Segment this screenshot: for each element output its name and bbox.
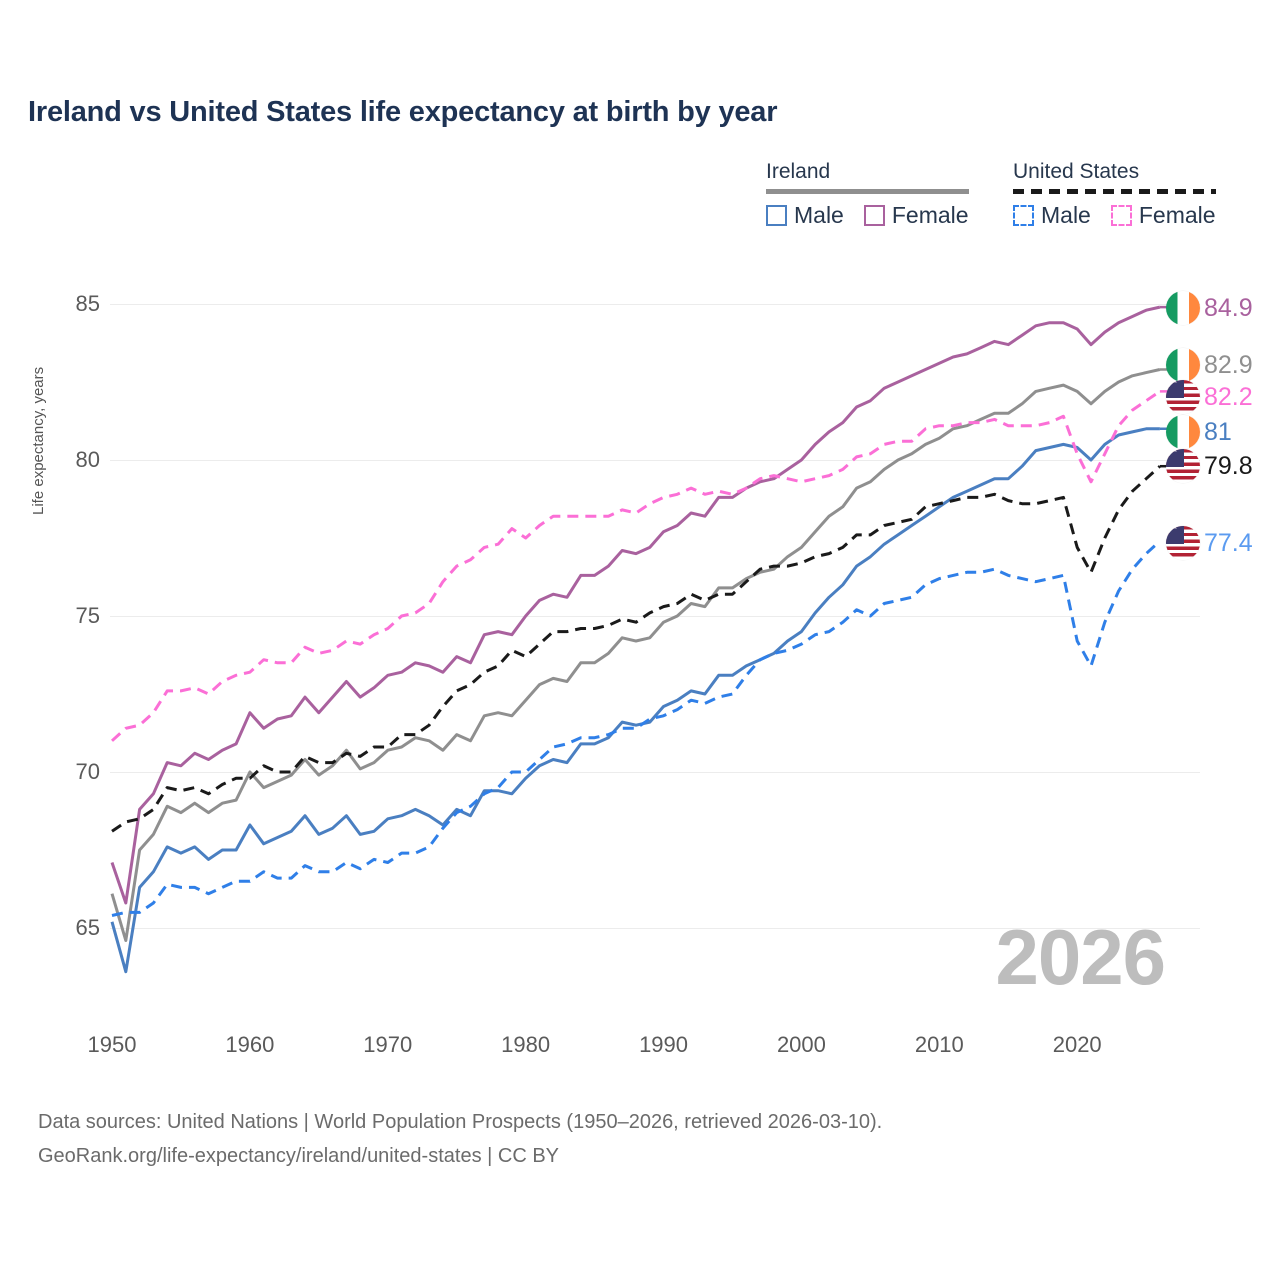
series-line-ireland-female — [110, 305, 1161, 905]
legend-item-label: Male — [1041, 202, 1091, 228]
series-line-ireland-both-overall- — [110, 368, 1161, 942]
legend-group-title: Ireland — [766, 160, 831, 183]
legend-item-united-states-male[interactable]: Male — [1013, 202, 1091, 229]
ireland-flag-icon — [1166, 415, 1200, 449]
y-axis-tick-label: 85 — [75, 291, 100, 316]
legend-group-title: United States — [1013, 160, 1140, 183]
legend-item-united-states-female[interactable]: Female — [1110, 202, 1216, 229]
series-end-value: 82.2 — [1204, 382, 1253, 411]
ireland-flag-icon — [1166, 348, 1200, 382]
chart-legend: Ireland Male Female United States Male — [760, 160, 1255, 240]
y-axis-tick-label: 75 — [75, 603, 100, 628]
united-states-flag-icon — [1166, 449, 1200, 483]
legend-item-ireland-male[interactable]: Male — [766, 202, 844, 229]
united-states-flag-icon — [1166, 526, 1200, 560]
series-end-label: 82.2 — [1166, 380, 1253, 414]
series-end-label: 82.9 — [1166, 348, 1253, 382]
series-line-united-states-male — [111, 539, 1161, 917]
x-axis-tick-label: 1950 — [87, 1032, 137, 1057]
x-axis-tick-label: 1970 — [363, 1032, 413, 1057]
series-end-label: 79.8 — [1166, 449, 1253, 483]
series-end-label: 77.4 — [1166, 526, 1253, 560]
series-end-value: 82.9 — [1204, 350, 1253, 379]
legend-item-label: Female — [891, 202, 969, 228]
legend-swatch-dashed-pink — [1110, 205, 1132, 226]
x-axis-tick-label: 2010 — [914, 1032, 964, 1057]
footer-line-1: Data sources: United Nations | World Pop… — [38, 1111, 883, 1133]
footer-credits: Data sources: United Nations | World Pop… — [38, 1105, 882, 1173]
series-line-united-states-both-overall- — [111, 465, 1161, 833]
series-line-ireland-male — [110, 427, 1160, 974]
x-axis-tick-label: 1990 — [639, 1032, 689, 1057]
series-end-value: 77.4 — [1204, 528, 1253, 557]
legend-swatch-dashed-blue — [1013, 205, 1034, 226]
ireland-flag-icon — [1166, 291, 1200, 325]
y-axis-label: Life expectancy, years — [30, 366, 47, 515]
y-axis-tick-label: 80 — [75, 447, 100, 472]
gridline — [110, 304, 1200, 305]
x-axis-tick-label: 2020 — [1052, 1032, 1102, 1057]
gridline — [110, 616, 1200, 617]
series-end-value: 84.9 — [1204, 293, 1253, 322]
series-end-label: 81 — [1166, 415, 1232, 449]
x-axis-tick-label: 1980 — [501, 1032, 551, 1057]
united-states-flag-icon — [1166, 380, 1200, 414]
y-axis-tick-label: 65 — [75, 915, 100, 940]
legend-group-rule-dashed — [1013, 189, 1216, 194]
footer-line-2: GeoRank.org/life-expectancy/ireland/unit… — [38, 1145, 560, 1167]
legend-group-united-states: United States Male Female — [1013, 160, 1216, 229]
gridline — [110, 460, 1200, 461]
gridline — [110, 772, 1200, 773]
x-axis-tick-label: 1960 — [225, 1032, 275, 1057]
legend-swatch-solid-purple — [863, 205, 885, 226]
year-watermark: 2026 — [995, 913, 1166, 1001]
legend-group-ireland: Ireland Male Female — [766, 160, 969, 229]
legend-swatch-solid-blue — [766, 205, 787, 226]
legend-group-rule-solid — [766, 189, 969, 194]
series-end-value: 79.8 — [1204, 451, 1253, 480]
series-end-label: 84.9 — [1166, 291, 1253, 325]
series-end-value: 81 — [1204, 417, 1232, 446]
x-axis-tick-label: 2000 — [776, 1032, 826, 1057]
legend-item-label: Male — [794, 202, 844, 228]
page-title: Ireland vs United States life expectancy… — [28, 96, 778, 128]
series-line-united-states-female — [110, 390, 1161, 742]
legend-item-label: Female — [1138, 202, 1216, 228]
legend-item-ireland-female[interactable]: Female — [863, 202, 969, 229]
y-axis-tick-label: 70 — [75, 759, 100, 784]
